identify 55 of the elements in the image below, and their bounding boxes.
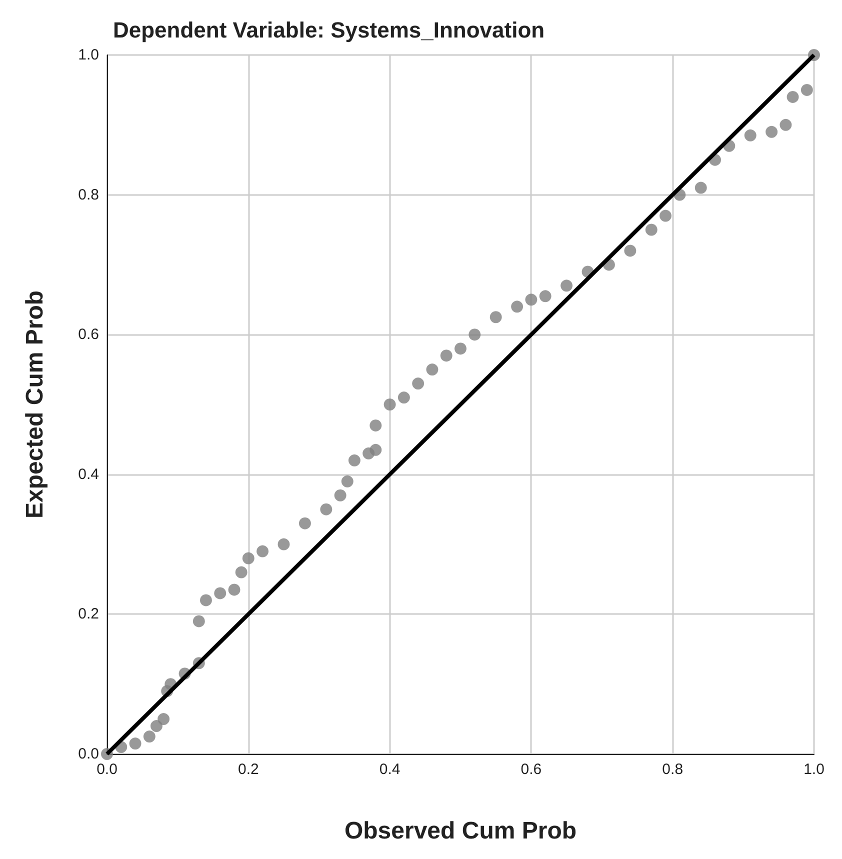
- point: [440, 350, 452, 362]
- point: [320, 503, 332, 516]
- x-tick-label: 0.8: [662, 761, 684, 778]
- x-tick-label: 1.0: [804, 761, 824, 778]
- y-tick-label: 0.0: [78, 746, 99, 762]
- point: [214, 587, 226, 600]
- point: [539, 290, 552, 302]
- point: [192, 615, 205, 628]
- point: [150, 720, 162, 732]
- point: [468, 328, 481, 341]
- point: [454, 342, 466, 355]
- point: [129, 738, 142, 750]
- point: [334, 489, 346, 502]
- point: [384, 398, 396, 410]
- point: [158, 713, 170, 726]
- point: [298, 517, 311, 530]
- point: [398, 392, 410, 404]
- y-tick-label: 0.4: [78, 466, 99, 483]
- point: [242, 552, 254, 564]
- x-axis-title: Observed Cum Prob: [344, 818, 577, 844]
- point: [412, 378, 424, 390]
- point: [744, 129, 756, 142]
- point: [348, 454, 360, 466]
- point: [660, 210, 672, 222]
- y-tick-label: 1.0: [78, 46, 99, 64]
- point: [200, 594, 212, 606]
- point: [624, 244, 636, 257]
- point: [800, 84, 813, 96]
- point: [511, 300, 524, 313]
- point: [370, 419, 382, 432]
- point: [235, 566, 248, 578]
- point: [766, 126, 778, 138]
- x-tick-label: 0.2: [238, 761, 259, 778]
- point: [645, 224, 658, 236]
- point: [228, 584, 240, 596]
- y-tick-label: 0.2: [78, 606, 99, 623]
- point: [786, 90, 799, 103]
- chart-title: Dependent Variable: Systems_Innovation: [113, 18, 545, 42]
- y-axis-title: Expected Cum Prob: [22, 290, 48, 519]
- point: [694, 182, 707, 194]
- point: [256, 545, 269, 558]
- point: [370, 444, 382, 456]
- point: [525, 294, 538, 306]
- x-tick-label: 0.0: [96, 761, 118, 778]
- point: [490, 311, 502, 324]
- point: [560, 280, 573, 292]
- x-tick-label: 0.4: [379, 761, 400, 778]
- point: [341, 475, 354, 488]
- y-tick-label: 0.8: [78, 186, 99, 204]
- y-tick-label: 0.6: [78, 326, 99, 344]
- point: [278, 538, 290, 550]
- point: [143, 730, 156, 743]
- x-tick-label: 0.6: [520, 761, 542, 778]
- point: [426, 364, 438, 376]
- point: [780, 118, 792, 131]
